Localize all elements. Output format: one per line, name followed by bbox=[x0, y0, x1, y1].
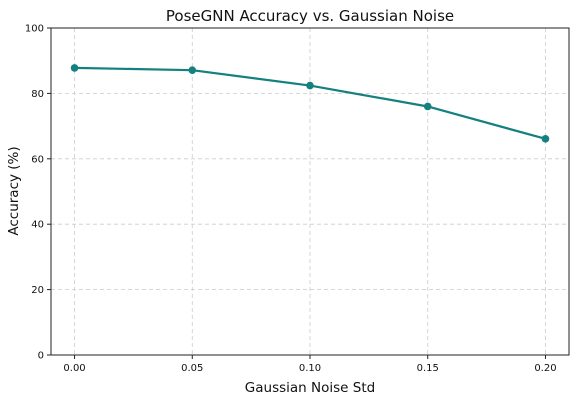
grid bbox=[51, 27, 569, 356]
x-tick-label: 0.00 bbox=[63, 363, 85, 374]
y-tick-label: 0 bbox=[38, 351, 44, 362]
y-axis-label: Accuracy (%) bbox=[6, 146, 22, 235]
x-tick-label: 0.20 bbox=[534, 363, 556, 374]
data-point bbox=[188, 66, 197, 74]
chart-title: PoseGNN Accuracy vs. Gaussian Noise bbox=[166, 7, 454, 25]
y-tick-label: 20 bbox=[31, 285, 44, 296]
data-point bbox=[423, 102, 432, 111]
x-tick-label: 0.10 bbox=[299, 363, 321, 374]
y-tick-label: 100 bbox=[25, 24, 44, 35]
x-axis-label: Gaussian Noise Std bbox=[245, 380, 375, 396]
data-point bbox=[541, 135, 550, 143]
ticks: 0.00 0.05 0.10 0.15 0.20 0 20 40 60 80 100 bbox=[25, 24, 557, 375]
data-point bbox=[306, 81, 314, 90]
y-tick-label: 40 bbox=[31, 220, 44, 231]
x-tick-label: 0.15 bbox=[417, 363, 439, 374]
series-layer bbox=[70, 64, 550, 143]
y-tick-label: 80 bbox=[31, 89, 44, 100]
y-tick-label: 60 bbox=[31, 154, 44, 165]
x-tick-label: 0.05 bbox=[181, 363, 203, 374]
data-point bbox=[70, 64, 79, 72]
